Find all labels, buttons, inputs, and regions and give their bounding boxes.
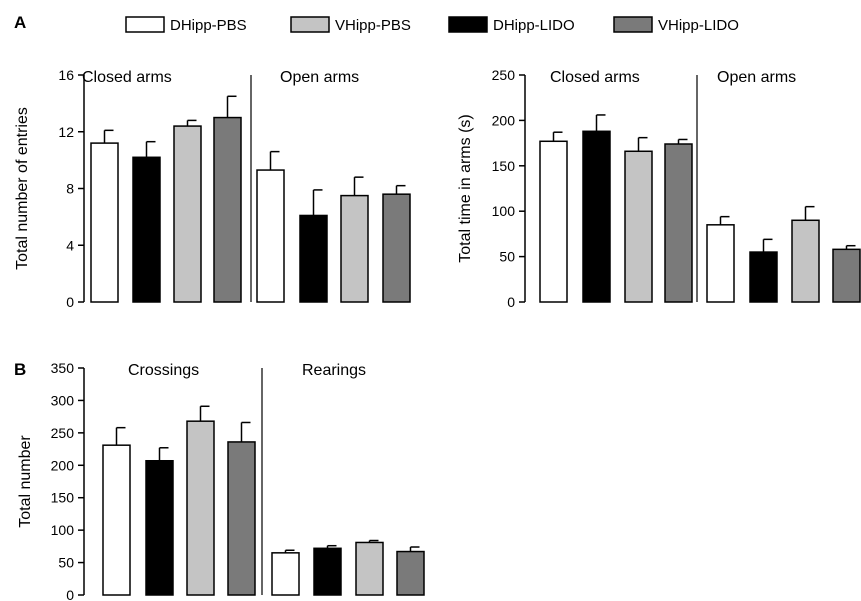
bar <box>299 214 328 303</box>
legend-swatch <box>448 16 488 33</box>
bar <box>256 169 285 303</box>
legend-swatch <box>125 16 165 33</box>
panel-label-a: A <box>14 13 26 32</box>
legend-item: DHipp-LIDO <box>448 16 575 34</box>
y-tick-label: 16 <box>58 67 74 83</box>
y-tick-label: 100 <box>492 203 516 219</box>
bar <box>832 248 861 303</box>
y-tick-label: 250 <box>492 67 516 83</box>
bar <box>791 219 820 303</box>
section-label: Closed arms <box>550 69 640 86</box>
bar <box>173 125 202 303</box>
bar <box>706 224 735 303</box>
y-tick-label: 350 <box>51 360 75 376</box>
legend-label: VHipp-LIDO <box>658 17 739 34</box>
y-tick-label: 0 <box>66 294 74 310</box>
bar <box>313 547 342 596</box>
y-tick-label: 150 <box>492 158 516 174</box>
bar <box>340 194 369 303</box>
y-tick-label: 0 <box>66 587 74 601</box>
entries-chart: 0 4 8 12 16 Total number of entries Closed arm… <box>14 67 411 310</box>
bar <box>271 552 300 596</box>
y-axis-label: Total number <box>17 435 34 528</box>
y-tick-label: 300 <box>51 392 75 408</box>
legend-item: VHipp-LIDO <box>613 16 739 34</box>
bar <box>213 116 242 303</box>
bar <box>227 441 256 596</box>
bar <box>539 140 568 303</box>
bar <box>624 150 653 303</box>
bar <box>186 420 215 596</box>
y-tick-label: 0 <box>507 294 515 310</box>
bar <box>582 130 611 303</box>
bar <box>664 143 693 303</box>
section-label: Open arms <box>280 69 359 86</box>
y-tick-label: 50 <box>499 249 515 265</box>
y-axis-label: Total number of entries <box>14 107 31 270</box>
legend: DHipp-PBS VHipp-PBS DHipp-LIDO VHipp-LID… <box>125 16 739 34</box>
y-tick-label: 50 <box>58 555 74 571</box>
bar <box>396 550 425 596</box>
legend-swatch <box>613 16 653 33</box>
y-tick-label: 200 <box>51 457 75 473</box>
bar <box>102 444 131 596</box>
y-tick-label: 8 <box>66 181 74 197</box>
bar <box>132 156 161 303</box>
bar <box>355 541 384 596</box>
time-in-arms-chart: 0 50 100 150 200 250 Total time in arms (s) Clo… <box>457 67 861 310</box>
section-label: Crossings <box>128 362 199 379</box>
y-tick-label: 4 <box>66 237 74 253</box>
legend-label: DHipp-PBS <box>170 17 247 34</box>
section-label: Open arms <box>717 69 796 86</box>
y-axis-label: Total time in arms (s) <box>457 114 474 262</box>
section-label: Rearings <box>302 362 366 379</box>
y-tick-label: 12 <box>58 124 74 140</box>
y-tick-label: 100 <box>51 522 75 538</box>
panel-label-b: B <box>14 360 26 379</box>
legend-swatch <box>290 16 330 33</box>
legend-item: DHipp-PBS <box>125 16 247 34</box>
bar <box>382 193 411 303</box>
total-number-chart: 0 50 100 150 200 250 300 350 Total number Crossin… <box>17 360 425 601</box>
y-tick-label: 200 <box>492 112 516 128</box>
legend-item: VHipp-PBS <box>290 16 411 34</box>
y-tick-label: 250 <box>51 425 75 441</box>
legend-label: VHipp-PBS <box>335 17 411 34</box>
legend-label: DHipp-LIDO <box>493 17 575 34</box>
bar <box>145 459 174 596</box>
bar <box>749 251 778 303</box>
section-label: Closed arms <box>82 69 172 86</box>
bar <box>90 142 119 303</box>
y-tick-label: 150 <box>51 490 75 506</box>
